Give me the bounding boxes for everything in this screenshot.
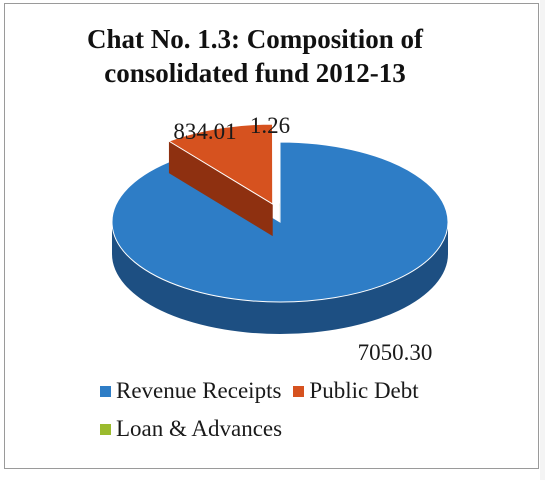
legend-label-revenue-receipts: Revenue Receipts <box>116 378 282 403</box>
chart-frame <box>4 3 539 469</box>
pie-slice-public-debt <box>167 123 274 237</box>
data-label-revenue-receipts: 7050.30 <box>358 340 433 365</box>
data-label-public-debt: 834.01 <box>173 119 236 144</box>
legend-swatch-loan-advances <box>100 423 111 435</box>
pie-face-start-public-debt <box>168 141 273 237</box>
legend-item-public-debt: Public Debt <box>293 378 419 404</box>
legend-label-loan-advances: Loan & Advances <box>116 416 283 441</box>
legend-row-2: Loan & Advances <box>100 416 294 442</box>
chart-title-line-2: consolidated fund 2012-13 <box>104 58 406 88</box>
pie-side-revenue-receipts <box>112 222 448 334</box>
legend-label-public-debt: Public Debt <box>309 378 419 403</box>
legend-row-1: Revenue Receipts Public Debt <box>100 378 431 404</box>
page-edge <box>540 0 545 480</box>
data-label-loan-and-advances: 1.26 <box>250 113 290 138</box>
chart-title-line-1: Chat No. 1.3: Composition of <box>86 24 423 54</box>
chart-title: Chat No. 1.3: Composition of consolidate… <box>40 22 470 90</box>
legend-swatch-public-debt <box>293 385 305 397</box>
legend-item-loan-advances: Loan & Advances <box>100 416 282 442</box>
legend-swatch-revenue-receipts <box>100 385 111 397</box>
legend-item-revenue-receipts: Revenue Receipts <box>100 378 281 404</box>
pie-top-public-debt <box>167 123 274 205</box>
